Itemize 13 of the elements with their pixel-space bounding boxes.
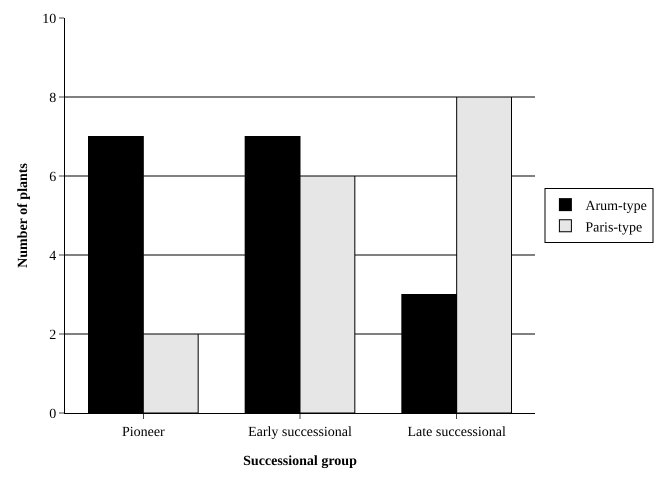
y-tick-label: 10 <box>42 12 56 27</box>
y-tick-label: 8 <box>49 90 56 106</box>
y-axis-title: Number of plants <box>16 162 31 268</box>
legend-label: Arum-type <box>585 199 647 214</box>
x-axis-title: Successional group <box>243 454 358 469</box>
y-tick-label: 4 <box>49 248 56 264</box>
y-tick-label: 2 <box>49 328 56 343</box>
y-tick-label: 6 <box>49 170 56 185</box>
x-tick-label: Late successional <box>407 424 506 440</box>
x-tick-label: Early successional <box>248 424 352 440</box>
y-tick-label: 0 <box>49 406 56 422</box>
legend-label: Paris-type <box>585 220 642 236</box>
x-tick-label: Pioneer <box>122 424 166 440</box>
